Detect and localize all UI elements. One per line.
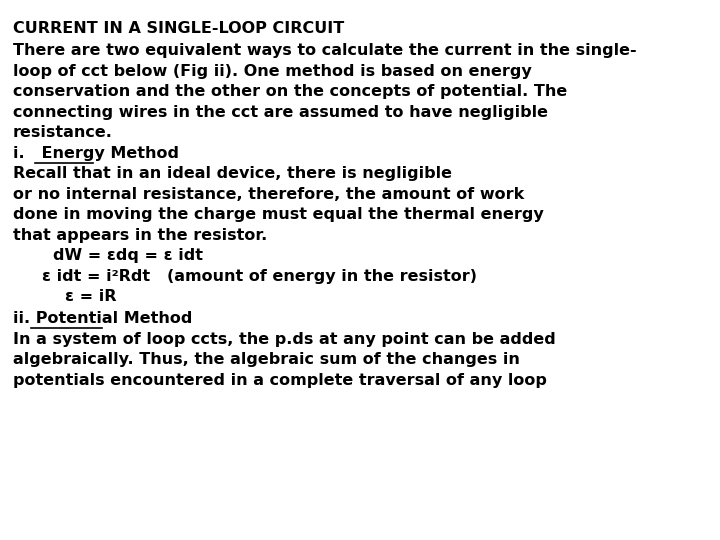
Text: connecting wires in the cct are assumed to have negligible: connecting wires in the cct are assumed … [13,105,548,120]
Text: that appears in the resistor.: that appears in the resistor. [13,228,267,243]
Text: resistance.: resistance. [13,125,113,140]
Text: ii. Potential Method: ii. Potential Method [13,311,192,326]
Text: conservation and the other on the concepts of potential. The: conservation and the other on the concep… [13,84,567,99]
Text: algebraically. Thus, the algebraic sum of the changes in: algebraically. Thus, the algebraic sum o… [13,352,520,367]
Text: or no internal resistance, therefore, the amount of work: or no internal resistance, therefore, th… [13,187,524,202]
Text: There are two equivalent ways to calculate the current in the single-: There are two equivalent ways to calcula… [13,43,636,58]
Text: CURRENT IN A SINGLE-LOOP CIRCUIT: CURRENT IN A SINGLE-LOOP CIRCUIT [13,21,344,36]
Text: ε = iR: ε = iR [65,289,117,305]
Text: Recall that in an ideal device, there is negligible: Recall that in an ideal device, there is… [13,166,452,181]
Text: loop of cct below (Fig ii). One method is based on energy: loop of cct below (Fig ii). One method i… [13,64,531,79]
Text: i.   Energy Method: i. Energy Method [13,146,179,161]
Text: ε idt = i²Rdt   (amount of energy in the resistor): ε idt = i²Rdt (amount of energy in the r… [42,269,477,284]
Text: done in moving the charge must equal the thermal energy: done in moving the charge must equal the… [13,207,544,222]
Text: potentials encountered in a complete traversal of any loop: potentials encountered in a complete tra… [13,373,546,388]
Text: In a system of loop ccts, the p.ds at any point can be added: In a system of loop ccts, the p.ds at an… [13,332,556,347]
Text: dW = εdq = ε idt: dW = εdq = ε idt [53,248,202,264]
